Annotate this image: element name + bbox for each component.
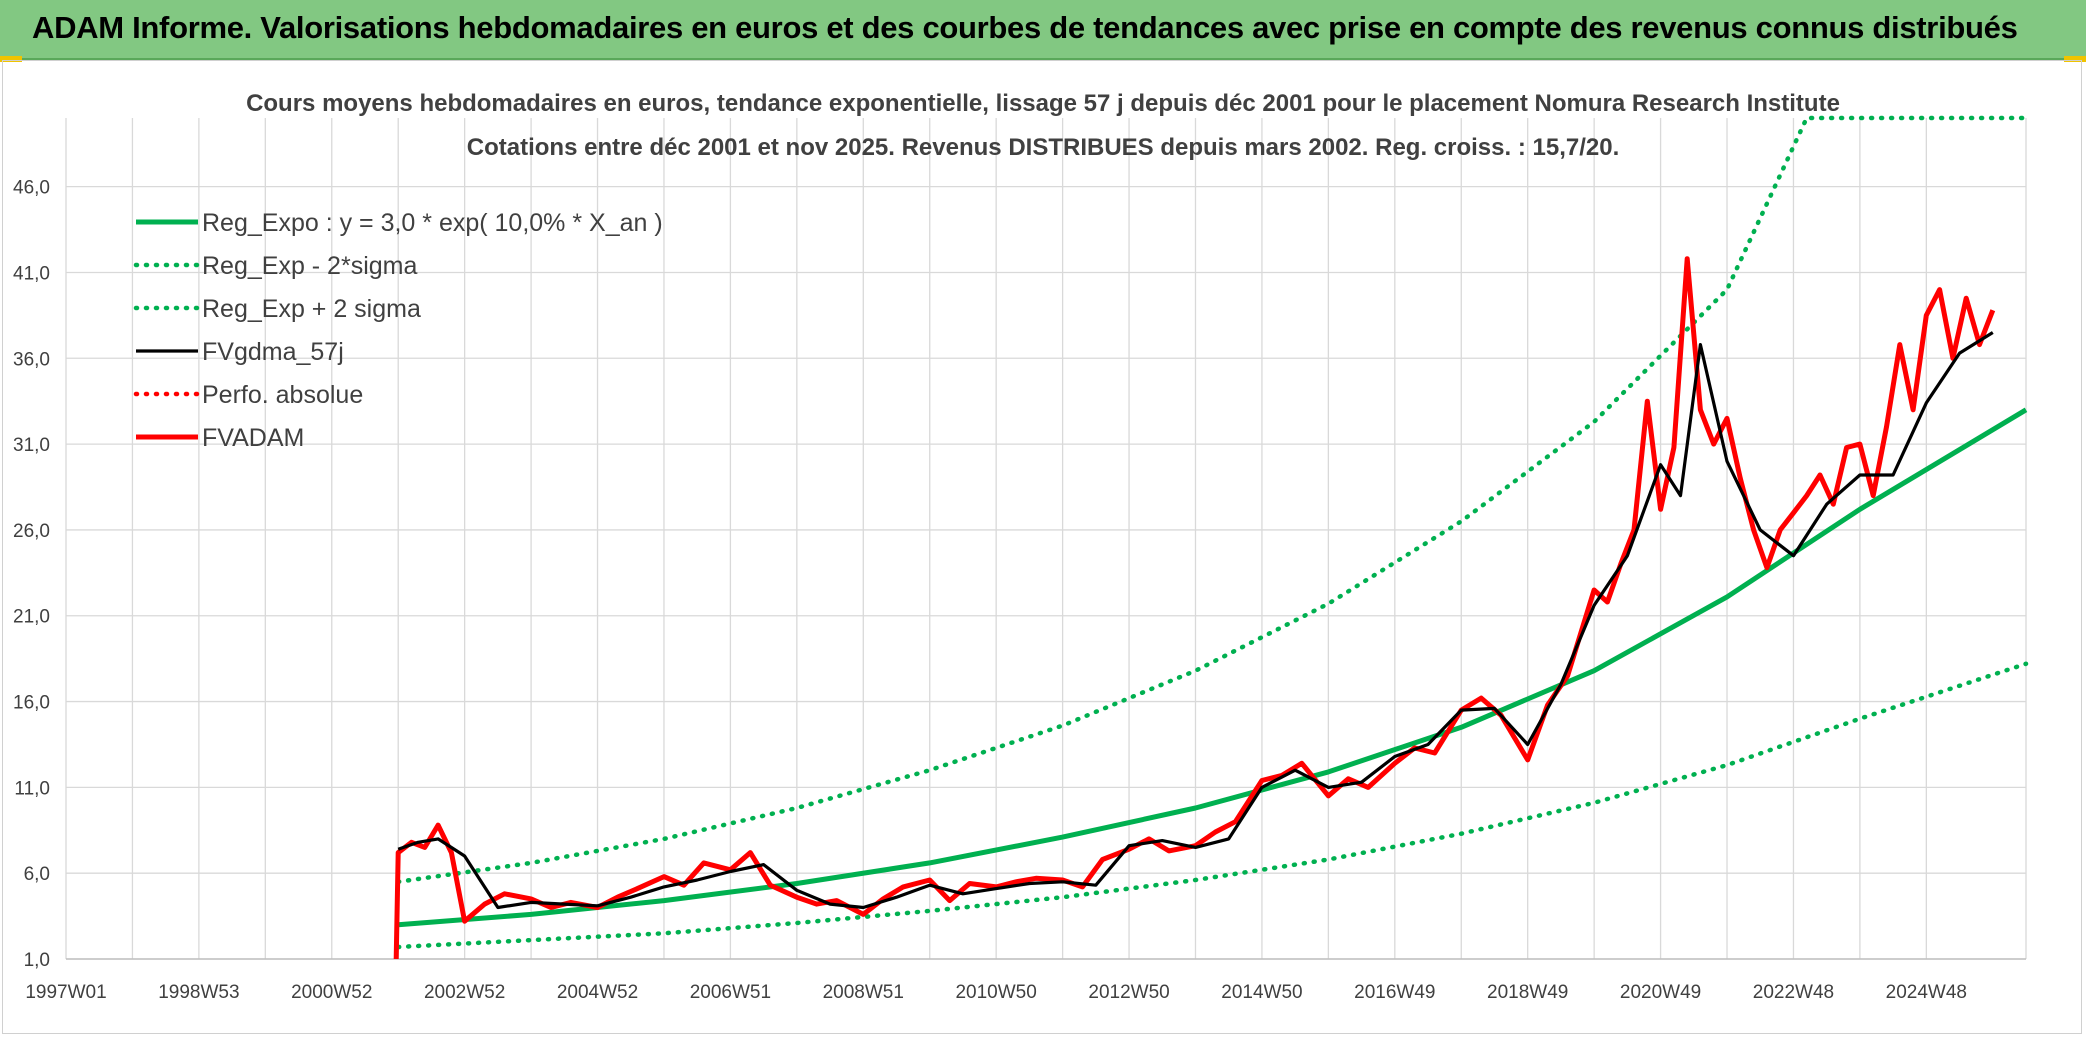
report-banner: ADAM Informe. Valorisations hebdomadaire… [0,0,2086,60]
y-tick-label: 21,0 [13,607,50,628]
legend-entry: FVADAM [202,424,304,452]
x-tick-label: 1997W01 [25,982,106,1003]
y-tick-label: 16,0 [13,693,50,714]
legend-entry: Perfo. absolue [202,381,363,409]
y-tick-label: 26,0 [13,521,50,542]
series-line-5 [393,256,1996,960]
x-tick-label: 2020W49 [1620,982,1701,1003]
grid-lines [65,118,2027,960]
chart-title: Cours moyens hebdomadaires en euros, ten… [246,90,1840,117]
y-tick-label: 6,0 [24,864,50,885]
series-group [393,115,2029,960]
legend-entry: Reg_Exp + 2 sigma [202,295,421,323]
x-tick-label: 2002W52 [424,982,505,1003]
x-axis: 1997W01 1998W53 2000W52 2002W52 2004W52 2006W… [25,958,2026,1003]
series-line-3 [397,331,1994,910]
x-tick-label: 2010W50 [955,982,1036,1003]
y-tick-label: 41,0 [13,263,50,284]
series-line-0 [398,407,2028,928]
y-tick-label: 46,0 [13,178,50,199]
x-tick-label: 2000W52 [291,982,372,1003]
x-tick-label: 2012W50 [1088,982,1169,1003]
x-tick-label: 2024W48 [1886,982,1967,1003]
legend: Reg_Expo : y = 3,0 * exp( 10,0% * X_an )… [133,209,663,452]
series-line-2 [395,115,2029,885]
y-tick-label: 11,0 [14,778,50,799]
x-tick-label: 2004W52 [557,982,638,1003]
chart-frame [2,60,2082,1034]
chart-subtitle: Cotations entre déc 2001 et nov 2025. Re… [467,134,1619,161]
series-line-1 [395,661,2029,950]
legend-entry: FVgdma_57j [202,338,344,366]
x-tick-label: 2016W49 [1354,982,1435,1003]
legend-entry: Reg_Expo : y = 3,0 * exp( 10,0% * X_an ) [202,209,663,237]
x-tick-label: 2008W51 [823,982,904,1003]
x-tick-label: 1998W53 [158,982,239,1003]
x-tick-label: 2018W49 [1487,982,1568,1003]
y-tick-label: 31,0 [13,435,50,456]
corner-marker-left [0,56,22,62]
x-tick-label: 2006W51 [690,982,771,1003]
x-tick-label: 2014W50 [1221,982,1302,1003]
y-tick-label: 36,0 [13,349,50,370]
corner-marker-right [2064,56,2086,62]
report-title: ADAM Informe. Valorisations hebdomadaire… [32,10,2018,45]
x-tick-label: 2022W48 [1753,982,1834,1003]
y-tick-label: 1,0 [24,950,50,971]
legend-entry: Reg_Exp - 2*sigma [202,252,417,280]
y-axis: 1,0 6,0 11,0 16,0 21,0 26,0 31,0 36,0 41,0 46,0 [13,178,50,971]
